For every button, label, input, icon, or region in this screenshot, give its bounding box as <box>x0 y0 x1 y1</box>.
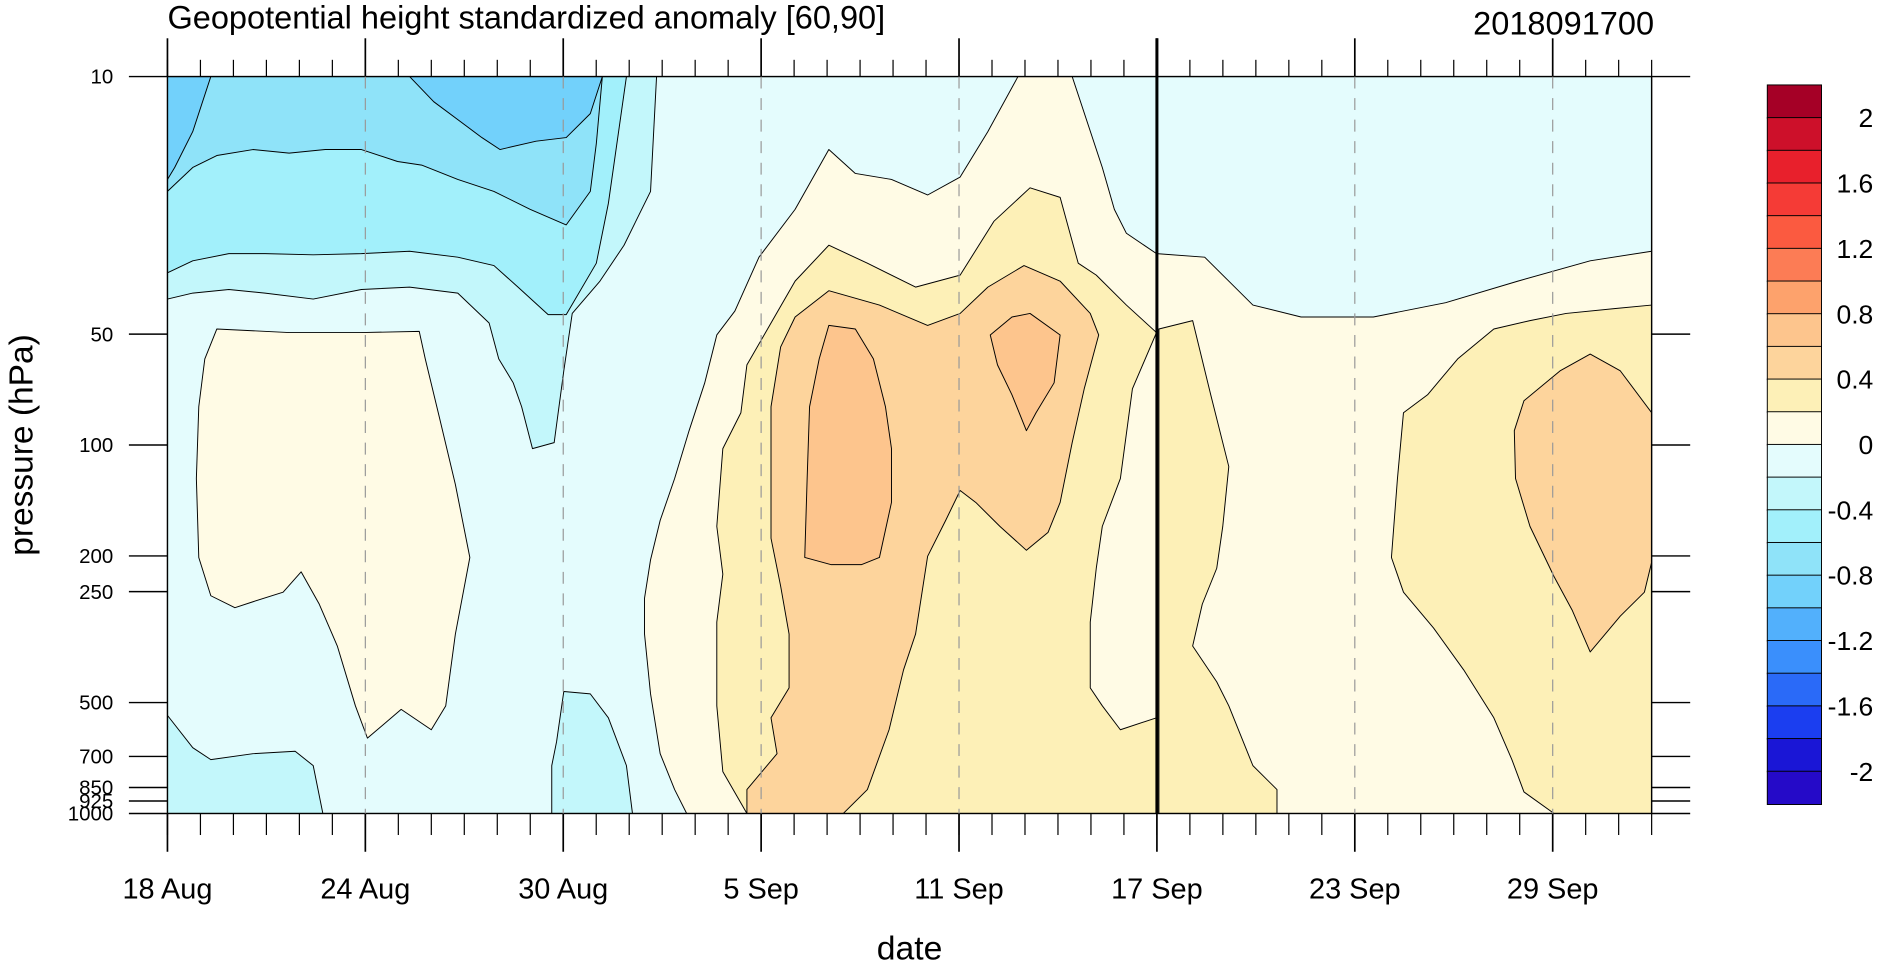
chart-title: Geopotential height standardized anomaly… <box>167 0 885 36</box>
colorbar-swatch <box>1766 705 1822 740</box>
colorbar-swatch <box>1766 345 1822 381</box>
x-grid-lines <box>364 76 1554 814</box>
colorbar-label: 2 <box>1859 103 1874 133</box>
colorbar-swatch <box>1766 476 1822 511</box>
colorbar-label: 1.2 <box>1836 234 1873 264</box>
y-tick-label: 1000 <box>68 804 114 826</box>
colorbar-swatch <box>1766 313 1822 348</box>
colorbar-label: 0.4 <box>1836 365 1873 395</box>
x-axis-label: date <box>877 931 943 968</box>
x-tick-label: 11 Sep <box>914 874 1003 906</box>
colorbar-label: 1.6 <box>1836 169 1873 199</box>
region-pos-0-left <box>195 328 471 739</box>
contour-fills <box>167 76 1652 814</box>
x-tick-label: 29 Sep <box>1507 874 1599 906</box>
y-tick-label: 700 <box>79 747 113 769</box>
colorbar-swatch <box>1766 149 1822 185</box>
colorbar-swatch <box>1766 280 1822 315</box>
colorbar-label: -0.8 <box>1828 561 1874 591</box>
y-tick-label: 850 <box>79 778 113 800</box>
region-neg-0-8 <box>167 76 212 180</box>
y-tick-label: 925 <box>79 791 113 813</box>
region-neg-0-8b <box>409 76 603 151</box>
y-axis-label: pressure (hPa) <box>3 334 40 556</box>
x-tick-label: 17 Sep <box>1111 874 1203 906</box>
region-neg-lower-left <box>167 714 324 814</box>
colorbar-swatch <box>1766 378 1822 413</box>
colorbar-swatch <box>1766 574 1822 609</box>
x-tick-label: 24 Aug <box>320 874 410 906</box>
colorbar-swatch <box>1766 215 1822 250</box>
colorbar-swatch <box>1766 640 1822 675</box>
colorbar-swatch <box>1766 770 1822 805</box>
colorbar-label: 0 <box>1859 430 1874 460</box>
x-tick-label: 30 Aug <box>518 874 608 906</box>
colorbar-label: -1.2 <box>1828 626 1874 656</box>
colorbar-swatch <box>1766 541 1822 577</box>
region-pos-0-6b <box>989 312 1061 432</box>
colorbar: 2 1.6 1.2 0.8 0.4 0 -0.4 -0.8 -1.2 -1.6 -2 <box>1766 84 1874 805</box>
y-tick-label: 100 <box>79 435 113 457</box>
colorbar-swatch <box>1766 738 1822 773</box>
x-tick-label: 23 Sep <box>1309 874 1401 906</box>
x-axis: 18 Aug 24 Aug 30 Aug 5 Sep 11 Sep 17 Sep 23 Se… <box>122 38 1653 906</box>
x-tick-label: 5 Sep <box>723 874 799 906</box>
colorbar-label: -1.6 <box>1828 692 1874 722</box>
region-pos-0-6 <box>804 324 892 566</box>
colorbar-label: -2 <box>1850 757 1874 787</box>
y-tick-label: 500 <box>79 693 113 715</box>
colorbar-swatch <box>1766 182 1822 217</box>
colorbar-swatch <box>1766 443 1822 479</box>
colorbar-label: -0.4 <box>1828 495 1874 525</box>
colorbar-swatch <box>1766 607 1822 642</box>
y-tick-label: 10 <box>90 67 113 89</box>
y-tick-label: 200 <box>79 546 113 568</box>
x-tick-label: 18 Aug <box>122 874 212 906</box>
colorbar-swatch <box>1766 247 1822 283</box>
colorbar-swatch <box>1766 84 1822 119</box>
colorbar-label: 0.8 <box>1836 299 1873 329</box>
colorbar-swatch <box>1766 117 1822 152</box>
region-pos-0-2-right <box>1158 320 1278 814</box>
y-tick-label: 50 <box>90 324 113 346</box>
colorbar-swatch <box>1766 509 1822 544</box>
colorbar-swatch <box>1766 672 1822 707</box>
region-neg-lower-mid <box>551 690 633 814</box>
date-stamp: 2018091700 <box>1473 6 1654 42</box>
region-pos-0-4-right <box>1513 353 1652 653</box>
colorbar-swatch <box>1766 411 1822 446</box>
y-tick-label: 250 <box>79 582 113 604</box>
